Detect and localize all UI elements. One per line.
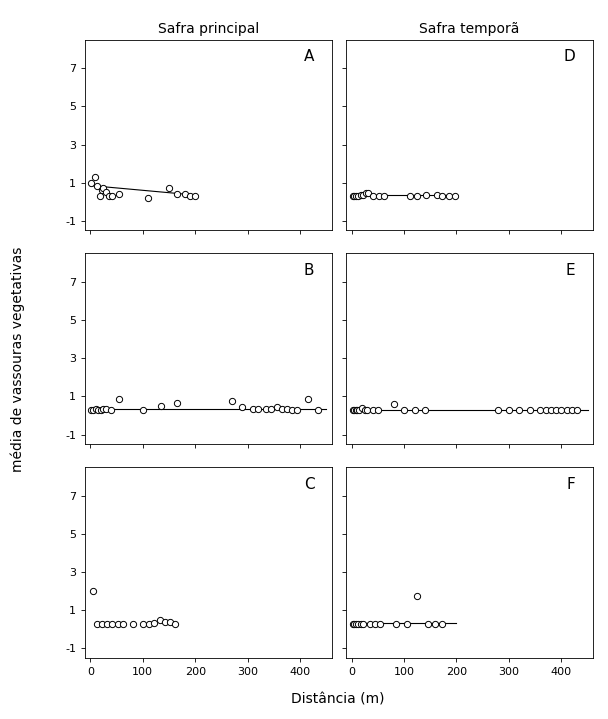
Text: D: D xyxy=(564,49,576,64)
Title: Safra principal: Safra principal xyxy=(157,22,259,36)
Text: C: C xyxy=(303,477,314,492)
Text: E: E xyxy=(566,263,576,278)
Text: média de vassouras vegetativas: média de vassouras vegetativas xyxy=(11,247,26,472)
Text: A: A xyxy=(304,49,314,64)
Text: B: B xyxy=(304,263,314,278)
Title: Safra temporã: Safra temporã xyxy=(420,22,520,36)
Text: Distância (m): Distância (m) xyxy=(291,692,384,706)
Text: F: F xyxy=(567,477,576,492)
